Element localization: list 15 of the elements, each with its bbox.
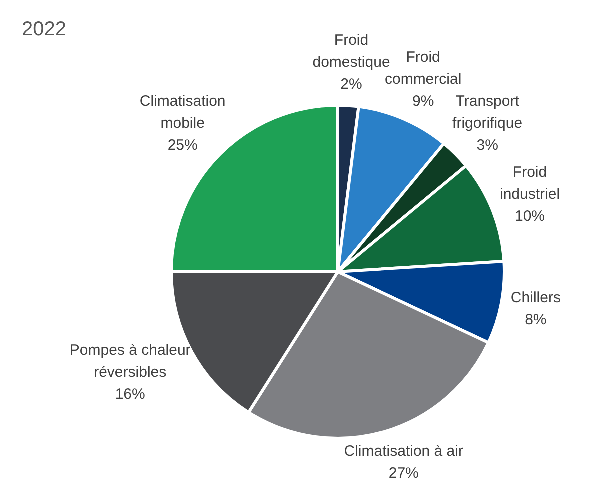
data-label: 27% [388,464,419,482]
slice-label: Transport frigorifique [452,93,523,132]
slice-label: Climatisation mobile [140,93,226,132]
data-label: 10% [514,208,546,226]
data-label: 3% [476,137,498,154]
data-label: 8% [525,311,547,328]
chart-title: 2022 [22,18,66,41]
slice-label: Froid industriel [500,164,560,204]
data-label: 25% [168,137,198,154]
data-label: 2% [340,76,362,94]
data-label: 9% [412,92,434,110]
data-label: 16% [115,386,146,404]
slice-label: Climatisation à air [344,442,464,460]
slice-label: Pompes à chaleur réversibles [70,342,191,382]
slice-label: Chillers [510,289,561,306]
